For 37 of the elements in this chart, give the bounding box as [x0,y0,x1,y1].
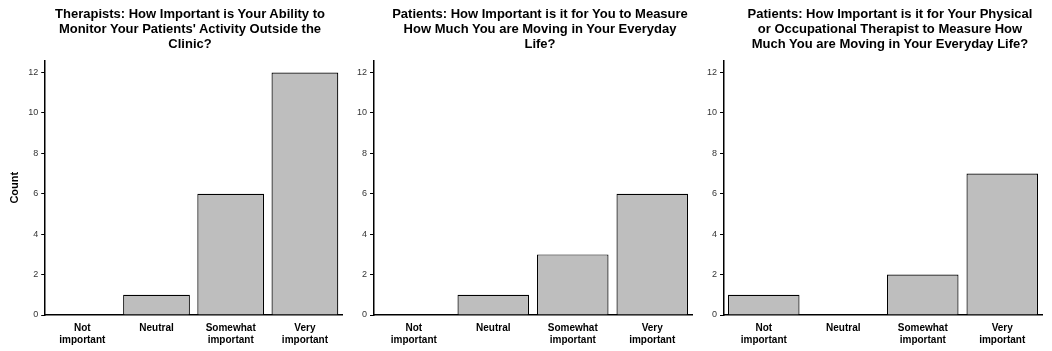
y-tick-label: 0 [712,309,718,320]
x-tick-label: Not important [59,321,107,345]
y-tick-label: 0 [33,309,39,320]
chart-title: Therapists: How Important is Your Ability to Monitor Your Patients' Activity Outside the Clinic? [54,5,326,52]
x-tick-label: Very important [629,321,676,345]
x-tick-label: Somewhat important [547,321,599,345]
y-tick-label: 10 [28,107,39,118]
y-tick-label: 6 [33,188,39,199]
x-tick-label: Neutral [476,321,511,333]
y-tick-label: 6 [362,188,368,199]
y-axis-title: Count [7,171,20,204]
y-tick-label: 4 [362,228,368,239]
y-tick-label: 2 [362,269,368,280]
x-tick-label: Very important [281,321,329,345]
y-tick-label: 4 [712,228,718,239]
y-tick-label: 0 [362,309,368,320]
chart-title: Patients: How Important is it for Your Physical or Occupational Therapist to Measure How Much You are Moving in Your Everyday Life? [746,5,1034,52]
x-tick-label: Very important [979,321,1026,345]
y-tick-label: 12 [707,67,718,78]
y-tick-label: 10 [707,107,718,118]
y-tick-label: 4 [33,228,39,239]
y-tick-label: 12 [357,67,368,78]
y-tick-label: 8 [33,147,39,158]
x-tick-label: Neutral [139,321,174,333]
x-tick-label: Not important [740,321,788,345]
y-tick-label: 8 [712,147,718,158]
y-tick-label: 8 [362,147,368,158]
y-tick-label: 12 [28,67,39,78]
y-tick-label: 6 [712,188,718,199]
chart-title: Patients: How Important is it for You to Measure How Much You are Moving in Your Everyday Life? [391,5,689,52]
y-tick-label: 2 [33,269,39,280]
x-tick-label: Somewhat important [897,321,949,345]
x-tick-label: Somewhat important [205,321,257,345]
x-tick-label: Not important [390,321,438,345]
y-tick-label: 2 [712,269,718,280]
x-tick-label: Neutral [826,321,861,333]
y-tick-label: 10 [357,107,368,118]
